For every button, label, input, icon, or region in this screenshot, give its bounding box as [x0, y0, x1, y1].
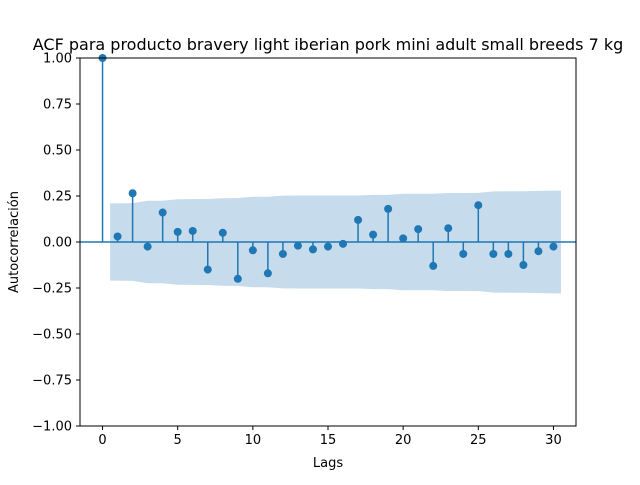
- acf-stem-lag-1: [113, 232, 122, 242]
- acf-stem-lag-4: [158, 208, 167, 242]
- acf-stem-lag-3: [143, 242, 152, 251]
- acf-marker: [534, 247, 543, 256]
- x-tick-label: 10: [245, 433, 262, 448]
- x-tick-label: 0: [98, 433, 106, 448]
- acf-stem-lag-7: [203, 242, 212, 274]
- acf-marker: [414, 225, 423, 234]
- y-tick-label: 0.75: [43, 98, 72, 113]
- acf-stem-lag-20: [399, 234, 408, 243]
- y-tick-label: 0.00: [43, 236, 72, 251]
- acf-stem-lag-11: [263, 242, 272, 278]
- acf-stem-lag-30: [549, 242, 558, 251]
- acf-stem-lag-18: [369, 230, 378, 242]
- acf-marker: [339, 239, 348, 248]
- acf-marker: [384, 204, 393, 213]
- acf-marker: [489, 249, 498, 258]
- x-tick-label: 30: [545, 433, 562, 448]
- acf-marker: [158, 208, 167, 217]
- acf-marker: [444, 224, 453, 233]
- acf-stem-lag-6: [188, 226, 197, 242]
- acf-stem-lag-8: [218, 228, 227, 242]
- acf-stem-lag-16: [339, 239, 348, 248]
- acf-stem-lag-5: [173, 227, 182, 242]
- acf-marker: [474, 201, 483, 210]
- acf-stem-lag-2: [128, 189, 137, 242]
- acf-marker: [278, 249, 287, 258]
- acf-marker: [399, 234, 408, 243]
- acf-marker: [248, 246, 257, 255]
- y-tick-label: −0.50: [32, 328, 72, 343]
- acf-marker: [233, 274, 242, 283]
- acf-marker: [293, 241, 302, 250]
- acf-stem-lag-28: [519, 242, 528, 269]
- acf-marker: [549, 242, 558, 251]
- acf-marker: [354, 215, 363, 224]
- acf-stem-lag-19: [384, 204, 393, 242]
- acf-stem-lag-29: [534, 242, 543, 256]
- x-tick-label: 20: [395, 433, 412, 448]
- x-tick-label: 5: [174, 433, 182, 448]
- acf-stem-lag-22: [429, 242, 438, 270]
- acf-stem-lag-23: [444, 224, 453, 242]
- acf-marker: [429, 261, 438, 270]
- acf-stem-lag-13: [293, 241, 302, 250]
- acf-marker: [308, 245, 317, 254]
- acf-marker: [203, 265, 212, 274]
- acf-marker: [143, 242, 152, 251]
- acf-stem-lag-12: [278, 242, 287, 258]
- acf-stem-lag-21: [414, 225, 423, 242]
- acf-marker: [263, 269, 272, 278]
- acf-marker: [128, 189, 137, 198]
- acf-stem-lag-17: [354, 215, 363, 242]
- acf-stem-lag-9: [233, 242, 242, 283]
- y-tick-label: −0.25: [32, 282, 72, 297]
- x-axis-title: Lags: [313, 456, 343, 471]
- x-tick-label: 25: [470, 433, 487, 448]
- acf-marker: [459, 249, 468, 258]
- acf-stem-lag-14: [308, 242, 317, 254]
- y-tick-label: 0.25: [43, 190, 72, 205]
- chart-title: ACF para producto bravery light iberian …: [33, 35, 624, 54]
- x-tick-label: 15: [320, 433, 337, 448]
- acf-marker: [369, 230, 378, 239]
- acf-marker: [113, 232, 122, 241]
- y-tick-label: 1.00: [43, 52, 72, 67]
- acf-marker: [218, 228, 227, 237]
- y-tick-label: −0.75: [32, 374, 72, 389]
- y-tick-label: 0.50: [43, 144, 72, 159]
- y-tick-label: −1.00: [32, 420, 72, 435]
- y-axis-title: Autocorrelación: [7, 191, 22, 293]
- acf-marker: [504, 249, 513, 258]
- acf-marker: [173, 227, 182, 236]
- acf-stem-lag-25: [474, 201, 483, 242]
- acf-stem-lag-24: [459, 242, 468, 258]
- acf-marker: [324, 242, 332, 251]
- acf-stem-lag-27: [504, 242, 513, 258]
- acf-stem-lag-15: [324, 242, 332, 251]
- acf-stem-lag-10: [248, 242, 257, 255]
- acf-marker: [188, 226, 197, 235]
- acf-marker: [519, 261, 528, 269]
- acf-stem-lag-26: [489, 242, 498, 258]
